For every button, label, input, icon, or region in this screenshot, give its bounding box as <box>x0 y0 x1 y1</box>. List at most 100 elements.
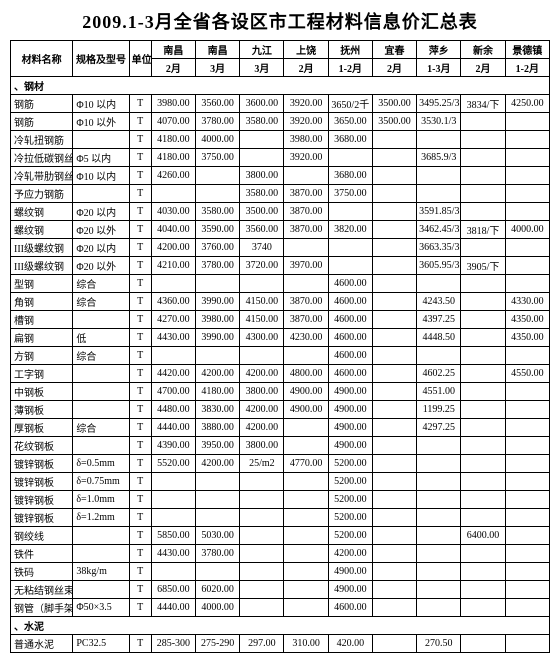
cell-value <box>240 563 284 581</box>
cell-value <box>505 527 549 545</box>
cell-value: 4700.00 <box>151 383 195 401</box>
cell-value: 3500.00 <box>240 203 284 221</box>
cell-value: 4397.25 <box>417 311 461 329</box>
cell-value: 4480.00 <box>151 401 195 419</box>
cell-value <box>461 419 505 437</box>
table-body: 、钢材钢筋Φ10 以内T3980.003560.003600.003920.00… <box>11 77 550 653</box>
table-row: 花纹钢板T4390.003950.003800.004900.00 <box>11 437 550 455</box>
cell-unit: T <box>129 293 151 311</box>
table-row: 工字钢T4420.004200.004200.004800.004600.004… <box>11 365 550 383</box>
cell-value: 3818/下 <box>461 221 505 239</box>
cell-unit: T <box>129 563 151 581</box>
cell-value <box>151 185 195 203</box>
col-spec: 规格及型号 <box>73 41 129 77</box>
cell-value: 4900.00 <box>284 383 328 401</box>
cell-value <box>196 491 240 509</box>
table-row: 扁钢低T4430.003990.004300.004230.004600.004… <box>11 329 550 347</box>
cell-value: 5200.00 <box>328 455 372 473</box>
cell-value <box>372 185 416 203</box>
cell-value <box>284 167 328 185</box>
cell-spec <box>73 365 129 383</box>
cell-value: 4900.00 <box>328 581 372 599</box>
cell-value: 4600.00 <box>328 347 372 365</box>
cell-value <box>240 545 284 563</box>
cell-spec: Φ10 以内 <box>73 95 129 113</box>
cell-value <box>372 167 416 185</box>
cell-value <box>240 275 284 293</box>
cell-value <box>284 509 328 527</box>
cell-unit: T <box>129 545 151 563</box>
cell-value: 5200.00 <box>328 509 372 527</box>
cell-value <box>461 491 505 509</box>
cell-value: 4430.00 <box>151 329 195 347</box>
cell-name: 予应力钢筋 <box>11 185 73 203</box>
cell-name: 螺纹钢 <box>11 221 73 239</box>
city-3: 上饶 <box>284 41 328 59</box>
table-row: 螺纹钢Φ20 以内T4030.003580.003500.003870.0035… <box>11 203 550 221</box>
cell-spec: Φ20 以外 <box>73 221 129 239</box>
table-row: 无粘结钢丝束T6850.006020.004900.00 <box>11 581 550 599</box>
cell-value <box>284 419 328 437</box>
cell-value: 3800.00 <box>240 437 284 455</box>
cell-value: 3880.00 <box>196 419 240 437</box>
table-row: 槽钢T4270.003980.004150.003870.004600.0043… <box>11 311 550 329</box>
cell-value: 4260.00 <box>151 167 195 185</box>
month-7: 2月 <box>461 59 505 77</box>
cell-value: 4360.00 <box>151 293 195 311</box>
cell-value <box>461 149 505 167</box>
cell-value <box>417 563 461 581</box>
cell-value <box>417 131 461 149</box>
cell-value <box>328 239 372 257</box>
cell-value: 4297.25 <box>417 419 461 437</box>
cell-name: 镀锌钢板 <box>11 455 73 473</box>
cell-value: 4900.00 <box>328 437 372 455</box>
cell-value: 4600.00 <box>328 275 372 293</box>
cell-value <box>461 239 505 257</box>
cell-value: 3870.00 <box>284 293 328 311</box>
cell-value <box>461 599 505 617</box>
cell-value <box>505 185 549 203</box>
cell-value <box>284 275 328 293</box>
cell-value <box>328 203 372 221</box>
cell-value: 3750.00 <box>328 185 372 203</box>
city-5: 宜春 <box>372 41 416 59</box>
cell-value: 3750.00 <box>196 149 240 167</box>
cell-value: 3605.95/3 <box>417 257 461 275</box>
cell-value <box>372 203 416 221</box>
cell-value <box>372 527 416 545</box>
cell-value: 3870.00 <box>284 221 328 239</box>
cell-value: 3870.00 <box>284 203 328 221</box>
cell-value: 3820.00 <box>328 221 372 239</box>
cell-value: 4440.00 <box>151 599 195 617</box>
cell-value: 3663.35/3 <box>417 239 461 257</box>
city-6: 萍乡 <box>417 41 461 59</box>
cell-unit: T <box>129 167 151 185</box>
cell-value <box>372 635 416 653</box>
cell-value: 4000.00 <box>505 221 549 239</box>
cell-value <box>196 275 240 293</box>
cell-value: 3970.00 <box>284 257 328 275</box>
cell-value: 285-300 <box>151 635 195 653</box>
cell-value <box>505 401 549 419</box>
cell-value <box>461 563 505 581</box>
cell-unit: T <box>129 185 151 203</box>
table-row: 冷轧扭钢筋T4180.004000.003980.003680.00 <box>11 131 550 149</box>
cell-value <box>417 545 461 563</box>
cell-value <box>284 473 328 491</box>
month-0: 2月 <box>151 59 195 77</box>
cell-value: 4602.25 <box>417 365 461 383</box>
cell-value <box>461 509 505 527</box>
cell-value <box>372 419 416 437</box>
cell-value <box>372 437 416 455</box>
cell-value <box>372 149 416 167</box>
cell-name: 扁钢 <box>11 329 73 347</box>
cell-value <box>372 347 416 365</box>
cell-value <box>196 473 240 491</box>
cell-value: 4200.00 <box>240 401 284 419</box>
cell-value <box>461 581 505 599</box>
cell-spec <box>73 437 129 455</box>
cell-spec: 综合 <box>73 275 129 293</box>
cell-name: 型钢 <box>11 275 73 293</box>
cell-value: 4350.00 <box>505 329 549 347</box>
cell-value <box>196 347 240 365</box>
